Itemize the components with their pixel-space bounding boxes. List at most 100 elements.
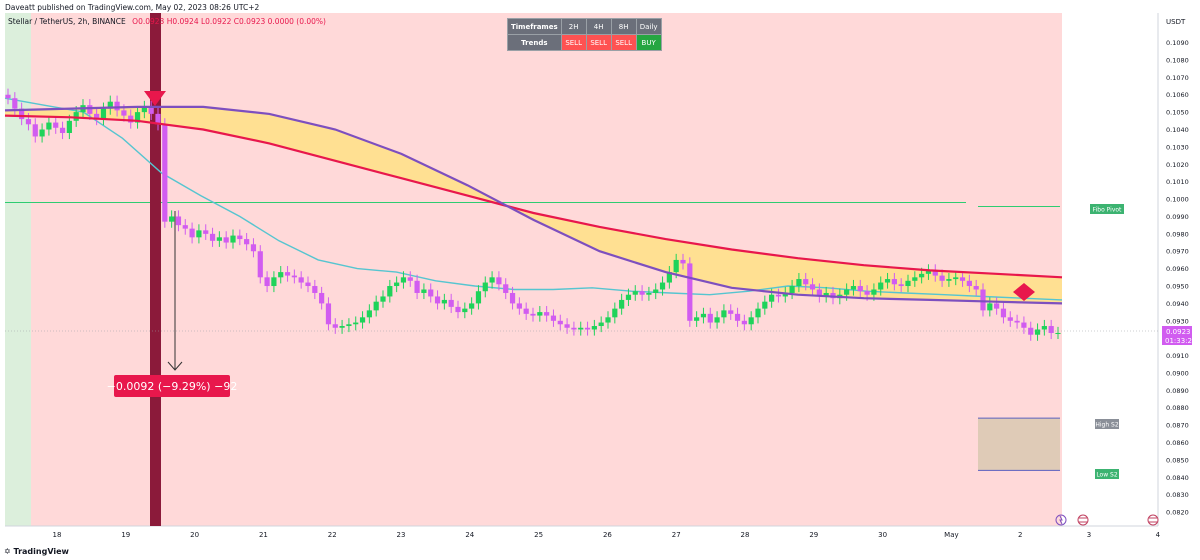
- candle: [925, 270, 932, 274]
- candle: [953, 277, 959, 280]
- ma-purple-line: [4, 105, 1063, 305]
- high-s2-label: High S2: [1095, 422, 1119, 429]
- y-tick-label: 0.1020: [1166, 161, 1189, 169]
- candle: [141, 106, 147, 113]
- us-flag-icon[interactable]: [1077, 514, 1089, 526]
- candle: [32, 124, 38, 137]
- green-background-zone: [5, 13, 31, 526]
- candle: [782, 292, 788, 297]
- low-s2-label: Low S2: [1096, 472, 1118, 479]
- candle: [714, 317, 720, 323]
- ma-red-line: [4, 114, 1063, 279]
- y-tick-label: 0.0830: [1166, 491, 1189, 499]
- candle: [1041, 326, 1047, 330]
- candle: [196, 230, 202, 238]
- x-tick-label: 3: [1087, 531, 1091, 539]
- x-tick-label: 23: [397, 531, 406, 539]
- ma-cyan-line: [4, 97, 1063, 301]
- candle: [359, 317, 366, 323]
- candle: [864, 291, 870, 295]
- tradingview-brand[interactable]: ✡ TradingView: [4, 547, 69, 556]
- candle: [46, 122, 52, 130]
- y-tick-label: 0.0940: [1166, 300, 1189, 308]
- candle: [741, 320, 747, 325]
- event-icon[interactable]: [1055, 514, 1067, 526]
- candle: [850, 286, 857, 290]
- candle: [155, 113, 161, 125]
- candle: [707, 313, 713, 323]
- candle: [694, 317, 700, 321]
- x-tick-label: 21: [259, 531, 268, 539]
- candle: [332, 324, 338, 328]
- candle: [523, 308, 529, 314]
- candle: [796, 279, 802, 287]
- candle: [578, 327, 584, 330]
- candle: [823, 292, 829, 297]
- candle: [5, 94, 11, 99]
- candle: [169, 216, 175, 222]
- candle: [584, 327, 591, 330]
- x-tick-label: 25: [534, 531, 543, 539]
- y-tick-label: 0.0820: [1166, 509, 1189, 517]
- x-tick-label: 28: [741, 531, 750, 539]
- candle: [973, 286, 979, 290]
- candle: [612, 308, 618, 318]
- x-tick-label: 24: [465, 531, 474, 539]
- candle: [816, 289, 822, 297]
- fibo-pivot-badge: [1090, 204, 1124, 214]
- candle: [121, 110, 127, 116]
- candle: [387, 286, 393, 297]
- x-tick-label: 30: [878, 531, 887, 539]
- tf-4h: 4H: [586, 19, 611, 34]
- candle: [898, 284, 904, 287]
- candle: [728, 310, 734, 314]
- candle: [571, 327, 577, 330]
- candle: [803, 279, 809, 285]
- lightning-icon: [1059, 515, 1063, 525]
- y-tick-label: 0.1060: [1166, 91, 1189, 99]
- candle: [107, 101, 113, 109]
- measure-arrow-head: [167, 361, 183, 371]
- candle: [537, 312, 543, 316]
- candle: [905, 280, 911, 287]
- candle: [939, 275, 945, 281]
- y-tick-label: 0.1010: [1166, 178, 1189, 186]
- us-flag-icon[interactable]: [1147, 514, 1159, 526]
- y-tick-label: 0.0910: [1166, 352, 1189, 360]
- trend-8h: SELL: [611, 35, 636, 50]
- x-tick-label: 2: [1018, 531, 1022, 539]
- candle: [966, 280, 972, 287]
- candle: [632, 291, 638, 295]
- candle: [639, 291, 645, 295]
- candle: [400, 277, 407, 283]
- symbol-name: Stellar / TetherUS, 2h, BINANCE: [8, 17, 126, 26]
- candle: [959, 277, 966, 281]
- candle: [237, 235, 243, 240]
- candle: [598, 322, 604, 327]
- y-tick-label: 0.0980: [1166, 230, 1189, 238]
- candle: [666, 272, 672, 283]
- candle: [946, 279, 952, 281]
- candle: [325, 303, 332, 325]
- y-tick-label: 0.0890: [1166, 387, 1189, 395]
- trend-table: Timeframes 2H 4H 8H Daily Trends SELL SE…: [507, 18, 662, 51]
- candle: [591, 326, 597, 330]
- sell-signal-triangle: [144, 91, 166, 106]
- candle: [844, 289, 850, 295]
- trend-daily: BUY: [636, 35, 661, 50]
- candle: [489, 277, 495, 283]
- candle: [871, 289, 877, 295]
- candle: [66, 120, 72, 133]
- candle: [1048, 326, 1054, 333]
- candle: [1021, 322, 1027, 328]
- x-tick-label: 18: [53, 531, 62, 539]
- last-price-label-box: [1162, 326, 1192, 345]
- y-tick-label: 0.1030: [1166, 143, 1189, 151]
- candle: [441, 299, 447, 304]
- candle: [673, 259, 679, 273]
- candle: [809, 284, 816, 290]
- candle: [19, 108, 25, 120]
- candle: [346, 324, 352, 327]
- candle: [762, 301, 768, 309]
